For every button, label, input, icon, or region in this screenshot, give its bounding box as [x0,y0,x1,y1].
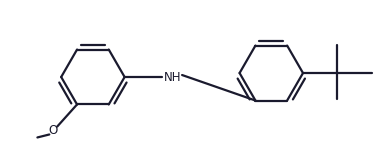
Text: NH: NH [164,71,181,84]
Text: O: O [49,124,58,137]
